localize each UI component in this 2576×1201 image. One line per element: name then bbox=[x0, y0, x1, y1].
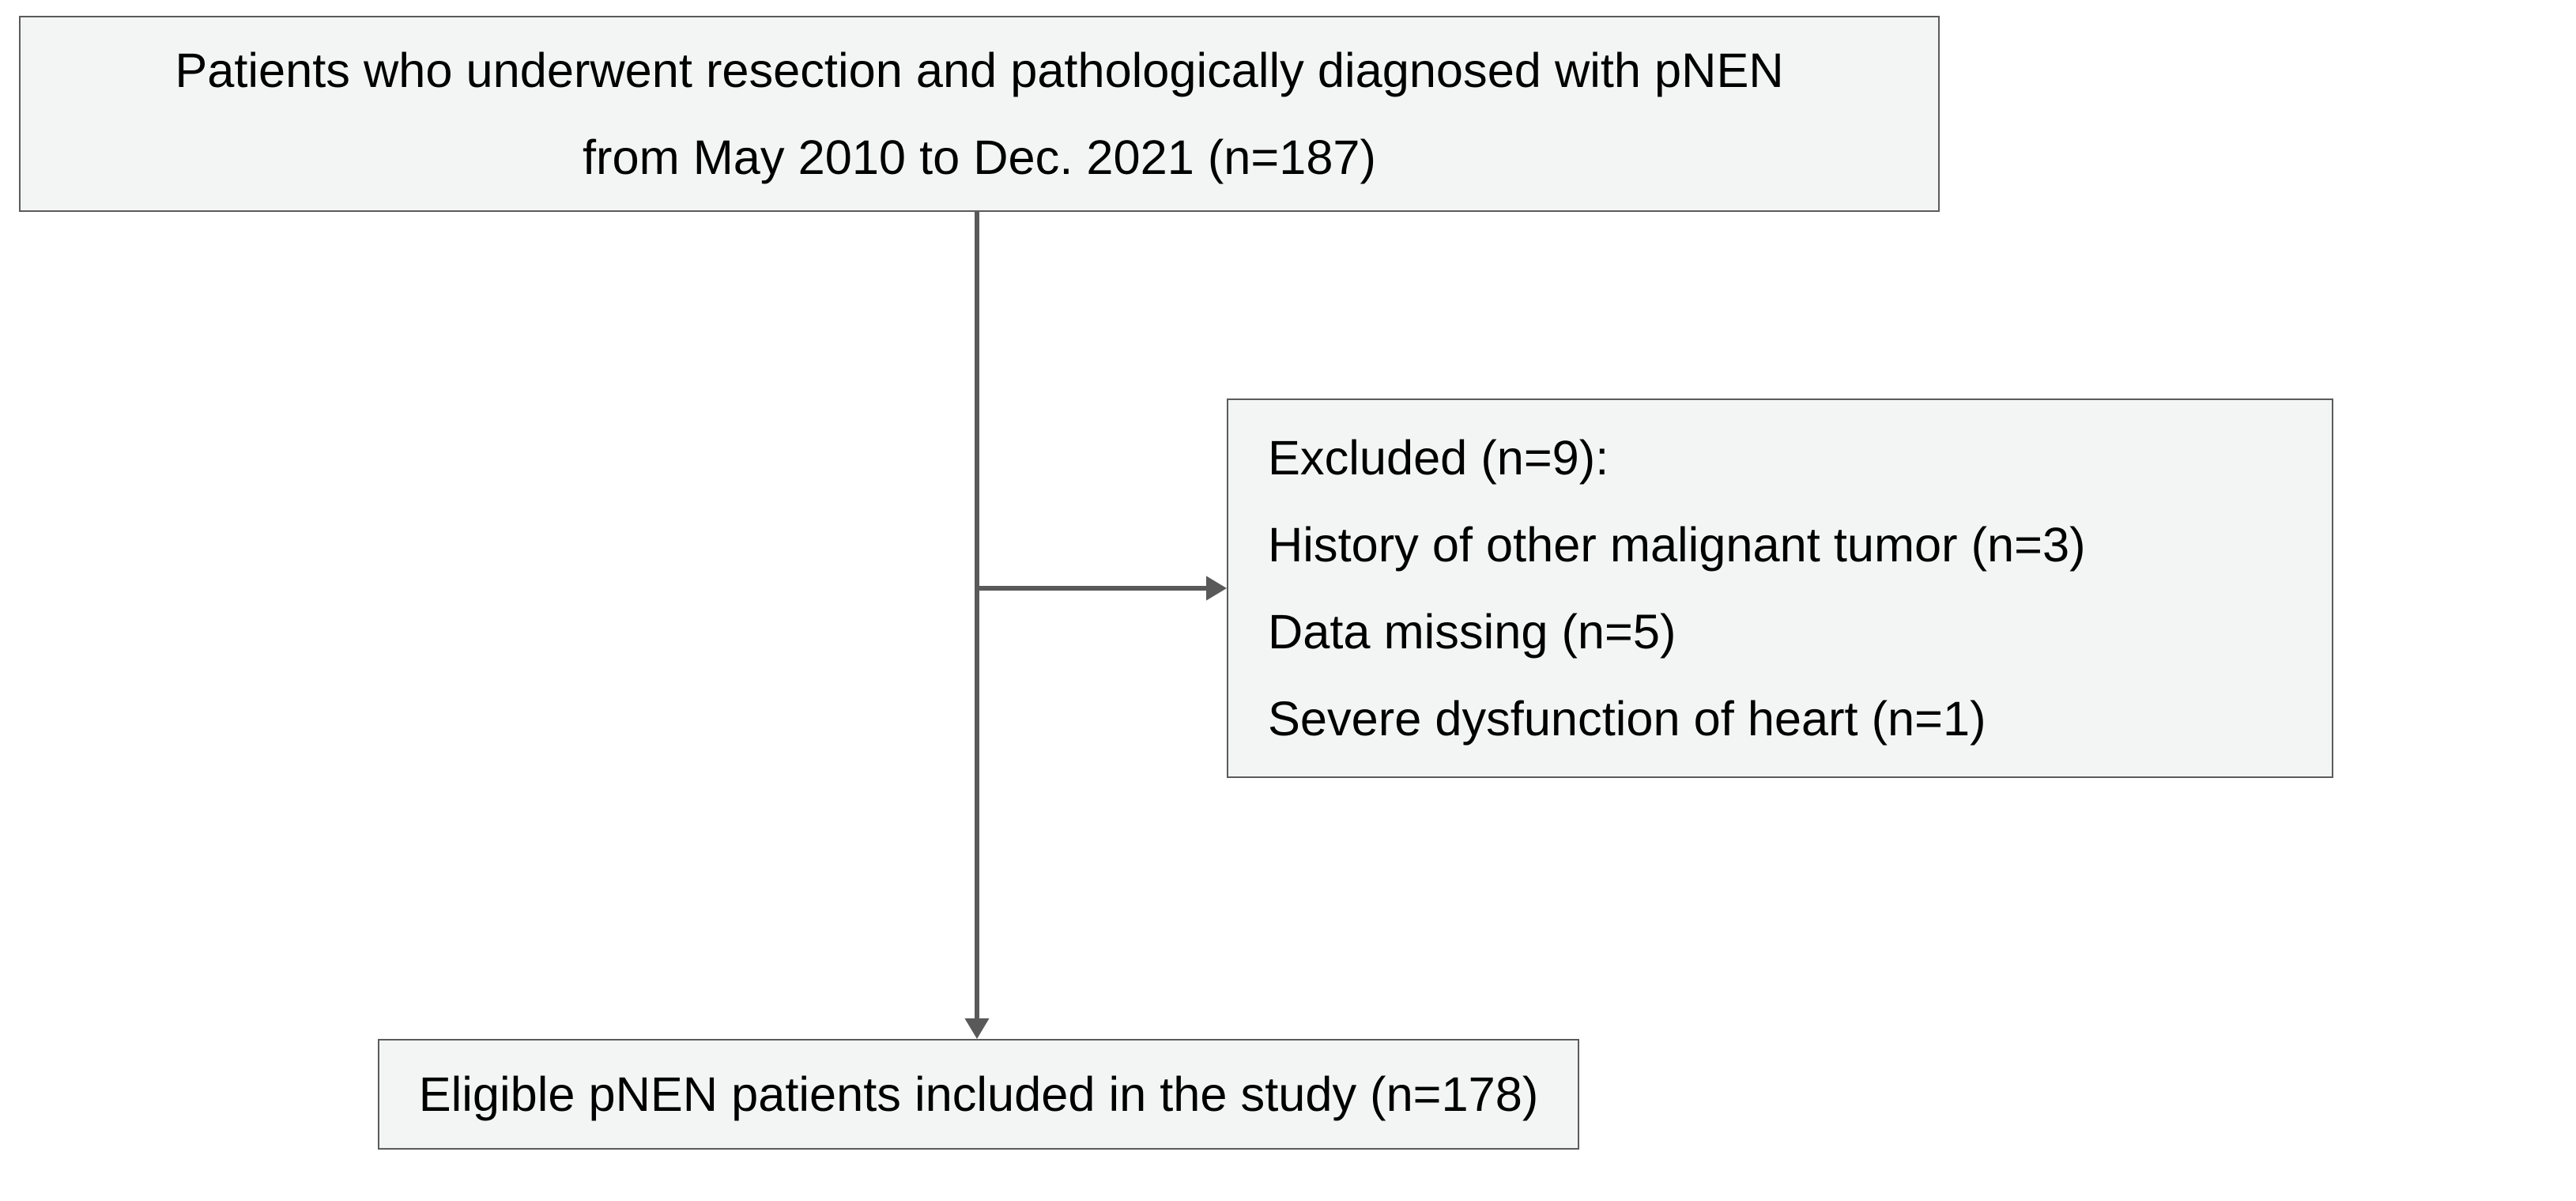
node-text-line: History of other malignant tumor (n=3) bbox=[1268, 501, 2332, 588]
flowchart-arrowhead-icon bbox=[1206, 576, 1227, 600]
flowchart-node-excluded: Excluded (n=9): History of other maligna… bbox=[1227, 398, 2333, 778]
flowchart-node-eligible: Eligible pNEN patients included in the s… bbox=[378, 1039, 1579, 1150]
node-text-line: Eligible pNEN patients included in the s… bbox=[379, 1051, 1578, 1138]
node-text-line: Patients who underwent resection and pat… bbox=[21, 27, 1938, 114]
flowchart-node-initial-cohort: Patients who underwent resection and pat… bbox=[19, 16, 1940, 212]
node-text-line: Data missing (n=5) bbox=[1268, 588, 2332, 675]
flowchart-canvas: Patients who underwent resection and pat… bbox=[0, 0, 2576, 1201]
node-text-line: Excluded (n=9): bbox=[1268, 414, 2332, 501]
flowchart-arrowhead-icon bbox=[964, 1018, 989, 1039]
node-text-line: from May 2010 to Dec. 2021 (n=187) bbox=[21, 114, 1938, 201]
node-text-line: Severe dysfunction of heart (n=1) bbox=[1268, 675, 2332, 762]
